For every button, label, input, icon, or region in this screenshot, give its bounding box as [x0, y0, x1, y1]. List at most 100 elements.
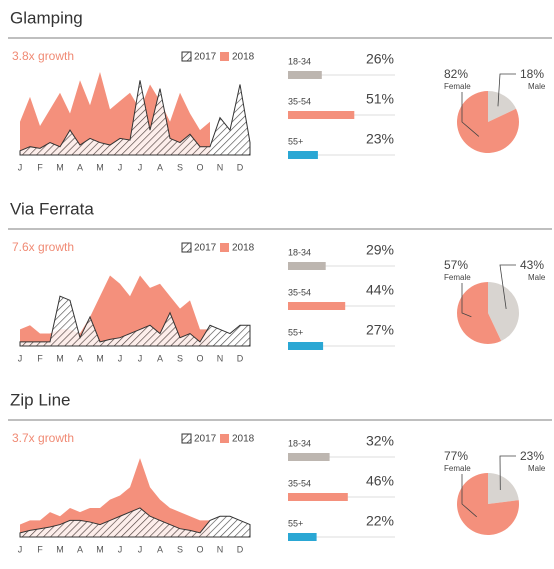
age-label: 18-34	[288, 56, 311, 66]
month-label: A	[77, 544, 83, 554]
month-label: F	[37, 162, 43, 172]
area-2018	[20, 275, 210, 346]
month-label: A	[157, 544, 163, 554]
legend-swatch	[181, 51, 192, 62]
area-2017	[19, 295, 251, 347]
age-label: 55+	[288, 327, 303, 337]
age-label: 55+	[288, 136, 303, 146]
month-label: A	[77, 162, 83, 172]
month-label: J	[138, 162, 143, 172]
month-label: D	[237, 544, 244, 554]
female-percent: 82%	[444, 67, 468, 81]
month-label: M	[96, 162, 104, 172]
month-label: O	[196, 353, 203, 363]
age-percent: 32%	[366, 433, 394, 449]
month-label: J	[118, 353, 123, 363]
month-label: S	[177, 162, 183, 172]
pie-slice	[488, 282, 519, 342]
area-2017	[19, 80, 251, 156]
age-percent: 23%	[366, 131, 394, 147]
legend-label: 2018	[232, 52, 255, 63]
month-label: S	[177, 544, 183, 554]
month-label: F	[37, 353, 43, 363]
male-label: Male	[528, 82, 546, 91]
age-bar	[288, 151, 318, 159]
pie-slice	[456, 473, 519, 535]
leader-line	[497, 73, 516, 107]
month-label: J	[138, 544, 143, 554]
age-bar	[288, 71, 322, 79]
legend-label: 2017	[194, 243, 217, 254]
age-percent: 26%	[366, 51, 394, 67]
legend-swatch	[181, 242, 192, 253]
male-label: Male	[528, 464, 546, 473]
month-label: S	[177, 353, 183, 363]
age-bar	[288, 302, 346, 310]
month-label: J	[18, 544, 23, 554]
female-percent: 77%	[444, 449, 468, 463]
legend-swatch	[181, 433, 192, 444]
legend-label: 2017	[194, 434, 217, 445]
age-label: 18-34	[288, 438, 311, 448]
age-percent: 29%	[366, 242, 394, 258]
leader-line	[461, 92, 480, 137]
female-label: Female	[444, 464, 471, 473]
female-percent: 57%	[444, 258, 468, 272]
month-label: A	[157, 162, 163, 172]
panel-title: Via Ferrata	[10, 199, 94, 218]
pie-slice	[488, 473, 519, 504]
legend-swatch	[220, 434, 229, 443]
panel-title: Glamping	[10, 8, 83, 27]
month-label: J	[118, 544, 123, 554]
leader-line	[461, 474, 477, 518]
pie-slice	[456, 91, 519, 153]
month-label: N	[217, 544, 224, 554]
month-label: M	[96, 353, 104, 363]
month-label: J	[18, 162, 23, 172]
leader-line	[499, 455, 516, 491]
month-label: N	[217, 353, 224, 363]
male-percent: 23%	[520, 449, 544, 463]
month-label: M	[56, 544, 64, 554]
month-label: D	[237, 353, 244, 363]
growth-label: 3.8x growth	[12, 49, 74, 63]
month-label: M	[56, 162, 64, 172]
month-label: J	[138, 353, 143, 363]
leader-line	[461, 283, 472, 318]
month-label: O	[196, 162, 203, 172]
age-label: 35-54	[288, 287, 311, 297]
age-percent: 51%	[366, 91, 394, 107]
area-2017	[19, 507, 251, 538]
age-percent: 27%	[366, 322, 394, 338]
month-label: J	[18, 353, 23, 363]
pie-slice	[488, 91, 517, 122]
panel-title: Zip Line	[10, 390, 70, 409]
month-label: M	[56, 353, 64, 363]
legend-label: 2017	[194, 52, 217, 63]
age-bar	[288, 342, 324, 350]
growth-label: 7.6x growth	[12, 240, 74, 254]
age-bar	[288, 262, 326, 270]
month-label: A	[157, 353, 163, 363]
age-percent: 44%	[366, 282, 394, 298]
male-percent: 43%	[520, 258, 544, 272]
age-bar	[288, 111, 355, 119]
month-label: M	[96, 544, 104, 554]
age-percent: 22%	[366, 513, 394, 529]
legend-swatch	[220, 243, 229, 252]
leader-line	[499, 264, 516, 309]
pie-slice	[457, 282, 502, 345]
female-label: Female	[444, 82, 471, 91]
legend-swatch	[220, 52, 229, 61]
legend-label: 2018	[232, 243, 255, 254]
age-label: 55+	[288, 518, 303, 528]
age-bar	[288, 493, 348, 501]
age-percent: 46%	[366, 473, 394, 489]
legend-label: 2018	[232, 434, 255, 445]
age-bar	[288, 533, 317, 541]
month-label: F	[37, 544, 43, 554]
month-label: A	[77, 353, 83, 363]
age-bar	[288, 453, 330, 461]
month-label: J	[118, 162, 123, 172]
